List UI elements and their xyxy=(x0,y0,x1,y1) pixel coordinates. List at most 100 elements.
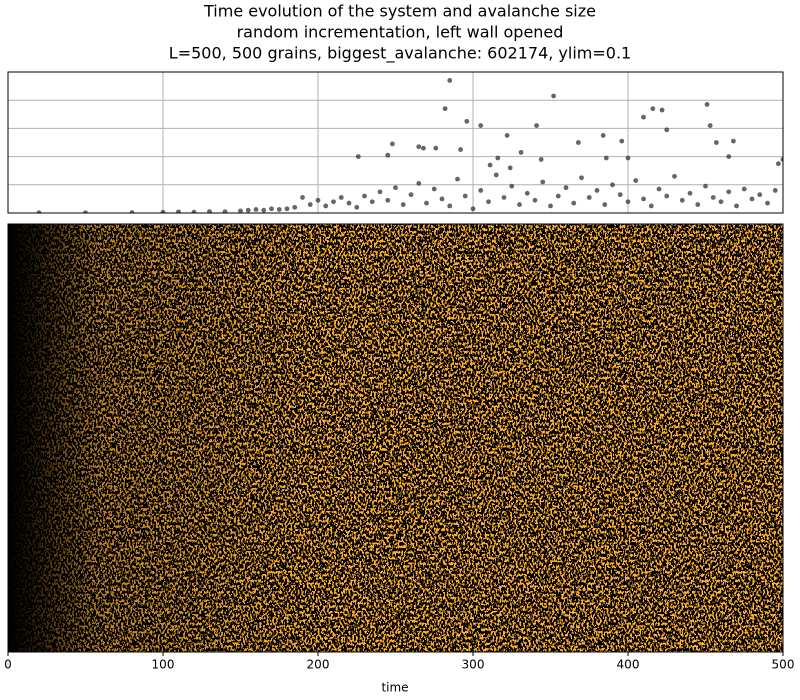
data-point xyxy=(478,123,484,128)
data-point xyxy=(346,200,352,206)
data-point xyxy=(439,196,445,202)
data-point xyxy=(540,179,546,185)
data-point xyxy=(238,208,243,213)
data-point xyxy=(83,210,88,213)
data-point xyxy=(408,192,414,198)
data-point xyxy=(548,203,553,209)
data-point xyxy=(517,202,522,207)
data-point xyxy=(603,155,609,161)
data-point xyxy=(538,157,544,162)
data-point xyxy=(765,200,770,206)
data-point xyxy=(600,133,606,138)
data-point xyxy=(741,186,747,192)
data-point xyxy=(664,193,670,199)
data-point xyxy=(493,172,499,178)
data-point xyxy=(36,210,42,213)
data-point xyxy=(400,202,406,207)
data-point xyxy=(487,162,493,168)
data-point xyxy=(486,199,491,205)
data-point xyxy=(734,203,739,209)
data-point xyxy=(617,192,623,198)
data-point xyxy=(641,114,646,120)
data-point xyxy=(222,209,228,213)
data-point xyxy=(160,209,166,213)
data-point xyxy=(633,178,639,183)
data-point xyxy=(269,206,274,212)
data-point xyxy=(586,195,592,200)
data-point xyxy=(300,195,305,200)
data-point xyxy=(726,154,732,160)
data-point xyxy=(431,186,437,192)
data-point xyxy=(648,203,654,209)
data-point xyxy=(713,140,719,145)
data-point xyxy=(416,144,422,150)
x-tick-label: 200 xyxy=(307,658,330,672)
data-point xyxy=(129,210,135,213)
data-point xyxy=(650,106,656,112)
heatmap-panel xyxy=(7,223,784,653)
data-point xyxy=(780,157,783,162)
data-point xyxy=(524,190,530,196)
data-point xyxy=(704,102,710,107)
data-point xyxy=(447,78,453,83)
data-point xyxy=(710,195,716,200)
data-point xyxy=(284,206,290,212)
data-point xyxy=(641,196,646,202)
data-point xyxy=(579,175,584,181)
data-point xyxy=(571,200,577,206)
data-point xyxy=(695,202,701,207)
data-point xyxy=(495,155,501,161)
data-point xyxy=(369,199,375,205)
data-point xyxy=(355,154,361,160)
x-tick-label: 400 xyxy=(617,658,640,672)
x-tick-label: 100 xyxy=(152,658,175,672)
data-point xyxy=(625,155,631,161)
data-point xyxy=(619,138,625,144)
data-point xyxy=(532,197,538,203)
data-point xyxy=(464,118,470,124)
data-point xyxy=(447,203,453,209)
data-point xyxy=(390,141,395,147)
data-point xyxy=(749,196,755,202)
chart-subtitle: random incrementation, left wall opened xyxy=(237,23,564,42)
data-point xyxy=(362,193,367,199)
data-point xyxy=(703,183,708,189)
data-point xyxy=(775,161,781,167)
data-point xyxy=(602,202,608,207)
data-point xyxy=(458,147,463,152)
data-point xyxy=(726,189,732,195)
data-point xyxy=(518,149,524,155)
data-point xyxy=(555,193,561,199)
data-point xyxy=(176,209,181,213)
data-point xyxy=(338,195,344,200)
data-point xyxy=(207,209,212,213)
chart-title: Time evolution of the system and avalanc… xyxy=(203,2,596,21)
data-point xyxy=(551,93,556,99)
data-point xyxy=(534,123,539,128)
data-point xyxy=(504,133,510,138)
x-tick-label: 300 xyxy=(462,658,485,672)
data-point xyxy=(656,186,662,192)
data-point xyxy=(276,207,282,212)
data-point xyxy=(307,202,313,207)
x-tick-label: 0 xyxy=(4,658,12,672)
data-point xyxy=(455,176,460,182)
data-point xyxy=(323,203,329,209)
data-point xyxy=(261,207,267,213)
data-point xyxy=(501,195,507,200)
data-point xyxy=(672,173,677,179)
data-point xyxy=(315,197,321,203)
axes-frame xyxy=(7,223,784,653)
data-point xyxy=(731,138,736,144)
data-point xyxy=(245,207,251,213)
data-point xyxy=(331,199,336,205)
data-point xyxy=(462,193,468,199)
data-point xyxy=(421,145,426,151)
data-point xyxy=(757,192,763,198)
data-point xyxy=(433,145,439,151)
x-tick-label: 500 xyxy=(772,658,795,672)
data-point xyxy=(664,127,670,133)
data-point xyxy=(292,204,298,210)
data-point xyxy=(253,207,259,212)
axes-background xyxy=(8,72,783,213)
